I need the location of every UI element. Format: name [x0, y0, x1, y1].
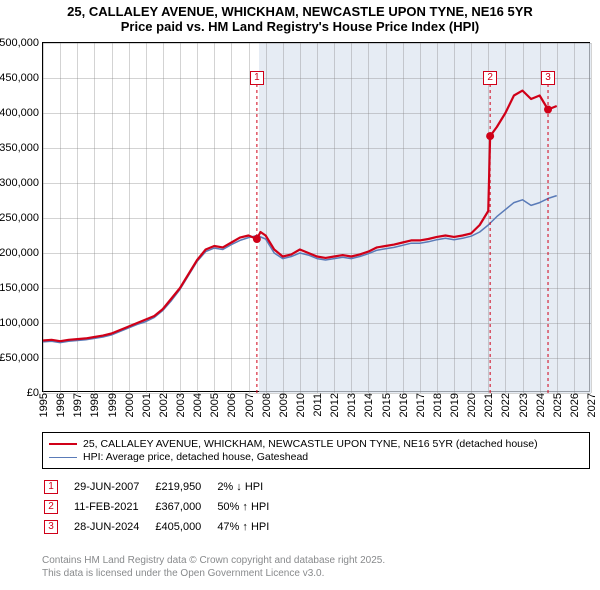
y-tick-label: £50,000 [0, 352, 43, 364]
x-tick-label: 2015 [379, 393, 393, 417]
footer-line-1: Contains HM Land Registry data © Crown c… [42, 554, 385, 567]
y-tick-label: £100,000 [0, 317, 43, 329]
legend: 25, CALLALEY AVENUE, WHICKHAM, NEWCASTLE… [42, 432, 590, 469]
y-tick-label: £250,000 [0, 212, 43, 224]
legend-swatch [49, 443, 77, 445]
x-tick-label: 2027 [584, 393, 598, 417]
x-tick-label: 2017 [413, 393, 427, 417]
x-tick-label: 2013 [344, 393, 358, 417]
event-marker-box: 2 [483, 71, 497, 85]
x-tick-label: 2018 [430, 393, 444, 417]
event-price: £405,000 [155, 518, 215, 536]
event-delta: 2% ↓ HPI [217, 478, 283, 496]
x-tick-label: 2008 [259, 393, 273, 417]
title-line-1: 25, CALLALEY AVENUE, WHICKHAM, NEWCASTLE… [8, 4, 592, 19]
event-row-marker: 3 [44, 520, 58, 534]
y-tick-label: £300,000 [0, 177, 43, 189]
chart-container: 25, CALLALEY AVENUE, WHICKHAM, NEWCASTLE… [0, 0, 600, 590]
event-date: 29-JUN-2007 [74, 478, 153, 496]
event-marker-box: 3 [541, 71, 555, 85]
x-tick-label: 1998 [87, 393, 101, 417]
title-line-2: Price paid vs. HM Land Registry's House … [8, 19, 592, 34]
sale-events-table: 1 29-JUN-2007£219,9502% ↓ HPI 2 11-FEB-2021… [42, 476, 285, 538]
x-tick-label: 2019 [447, 393, 461, 417]
chart-plot-area: £0£50,000£100,000£150,000£200,000£250,00… [43, 43, 591, 393]
x-tick-label: 2025 [550, 393, 564, 417]
sale-dot [486, 132, 494, 140]
legend-item: 25, CALLALEY AVENUE, WHICKHAM, NEWCASTLE… [49, 438, 583, 450]
sale-dot [253, 235, 261, 243]
event-row: 2 11-FEB-2021£367,00050% ↑ HPI [44, 498, 283, 516]
event-row: 3 28-JUN-2024£405,00047% ↑ HPI [44, 518, 283, 536]
x-tick-label: 2012 [327, 393, 341, 417]
x-tick-label: 2006 [224, 393, 238, 417]
x-tick-label: 2002 [156, 393, 170, 417]
event-date: 11-FEB-2021 [74, 498, 153, 516]
y-tick-label: £500,000 [0, 37, 43, 49]
y-tick-label: £200,000 [0, 247, 43, 259]
x-tick-label: 2022 [498, 393, 512, 417]
x-tick-label: 2021 [481, 393, 495, 417]
x-tick-label: 2009 [276, 393, 290, 417]
series-subject_property [43, 91, 557, 342]
x-tick-label: 2003 [173, 393, 187, 417]
legend-swatch [49, 457, 77, 458]
x-tick-label: 2014 [361, 393, 375, 417]
event-delta: 50% ↑ HPI [217, 498, 283, 516]
x-tick-label: 2026 [567, 393, 581, 417]
chart-frame: £0£50,000£100,000£150,000£200,000£250,00… [42, 42, 590, 392]
y-tick-label: £400,000 [0, 107, 43, 119]
x-tick-label: 2023 [516, 393, 530, 417]
event-row: 1 29-JUN-2007£219,9502% ↓ HPI [44, 478, 283, 496]
event-price: £219,950 [155, 478, 215, 496]
x-tick-label: 2024 [533, 393, 547, 417]
x-tick-label: 2016 [396, 393, 410, 417]
event-price: £367,000 [155, 498, 215, 516]
x-tick-label: 1997 [70, 393, 84, 417]
sale-dot [544, 106, 552, 114]
legend-item: HPI: Average price, detached house, Gate… [49, 451, 583, 463]
series-hpi [43, 196, 557, 343]
x-tick-label: 2004 [190, 393, 204, 417]
legend-label: 25, CALLALEY AVENUE, WHICKHAM, NEWCASTLE… [83, 438, 538, 450]
gridline-v [591, 43, 592, 393]
event-date: 28-JUN-2024 [74, 518, 153, 536]
footer-line-2: This data is licensed under the Open Gov… [42, 567, 385, 580]
event-row-marker: 2 [44, 500, 58, 514]
event-marker-box: 1 [250, 71, 264, 85]
x-tick-label: 2001 [139, 393, 153, 417]
y-tick-label: £150,000 [0, 282, 43, 294]
legend-label: HPI: Average price, detached house, Gate… [83, 451, 308, 463]
title-block: 25, CALLALEY AVENUE, WHICKHAM, NEWCASTLE… [0, 0, 600, 36]
x-tick-label: 2007 [242, 393, 256, 417]
footer-attribution: Contains HM Land Registry data © Crown c… [42, 554, 385, 580]
x-tick-label: 1999 [105, 393, 119, 417]
event-delta: 47% ↑ HPI [217, 518, 283, 536]
x-tick-label: 1995 [36, 393, 50, 417]
x-tick-label: 1996 [53, 393, 67, 417]
event-row-marker: 1 [44, 480, 58, 494]
x-tick-label: 2000 [122, 393, 136, 417]
x-tick-label: 2020 [464, 393, 478, 417]
x-tick-label: 2005 [207, 393, 221, 417]
y-tick-label: £350,000 [0, 142, 43, 154]
x-tick-label: 2010 [293, 393, 307, 417]
plot-svg [43, 43, 591, 393]
y-tick-label: £450,000 [0, 72, 43, 84]
x-tick-label: 2011 [310, 393, 324, 417]
